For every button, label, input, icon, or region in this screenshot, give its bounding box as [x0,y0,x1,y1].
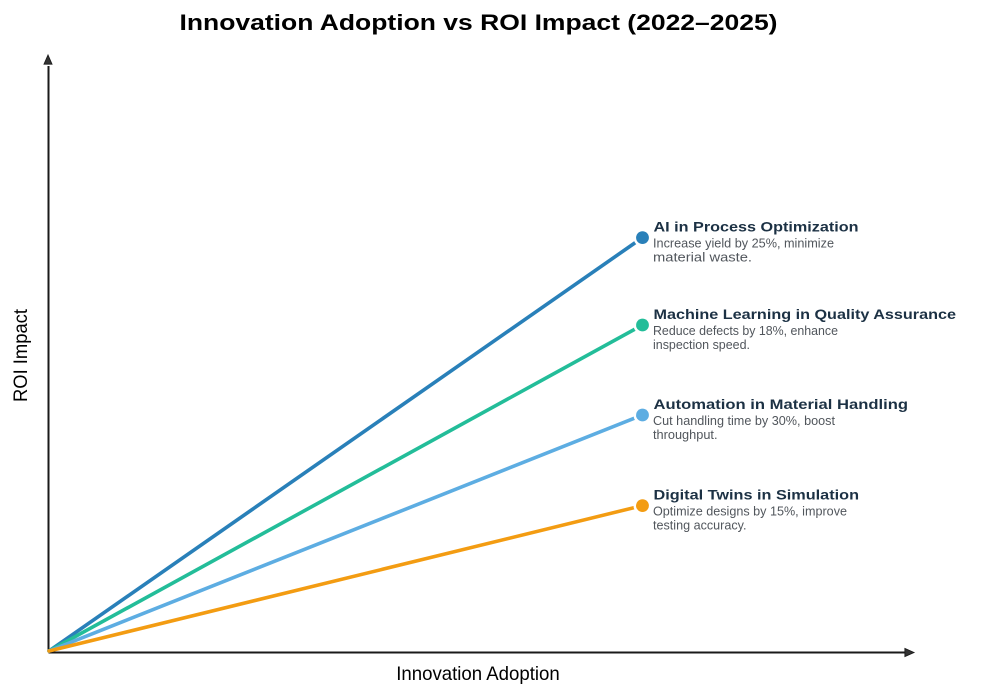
svg-text:throughput.: throughput. [653,427,718,442]
svg-text:ROI Impact: ROI Impact [10,308,32,402]
svg-text:Optimize designs by 15%, impro: Optimize designs by 15%, improve [653,504,847,519]
svg-text:Increase yield by 25%, minimiz: Increase yield by 25%, minimize [653,236,834,251]
svg-text:AI in Process Optimization: AI in Process Optimization [654,218,859,234]
svg-text:Digital Twins in Simulation: Digital Twins in Simulation [654,486,860,502]
svg-text:Innovation Adoption: Innovation Adoption [396,663,560,685]
svg-text:testing accuracy.: testing accuracy. [653,518,747,533]
svg-text:inspection speed.: inspection speed. [653,337,750,352]
svg-text:Machine Learning in Quality As: Machine Learning in Quality Assurance [654,306,957,322]
svg-text:material waste.: material waste. [653,250,752,265]
svg-text:Cut handling time by 30%, boos: Cut handling time by 30%, boost [653,413,835,428]
svg-text:Reduce defects by 18%, enhance: Reduce defects by 18%, enhance [653,323,838,338]
svg-text:Innovation Adoption vs ROI Imp: Innovation Adoption vs ROI Impact (2022–… [180,10,778,35]
svg-text:Automation in Material Handlin: Automation in Material Handling [654,396,909,412]
